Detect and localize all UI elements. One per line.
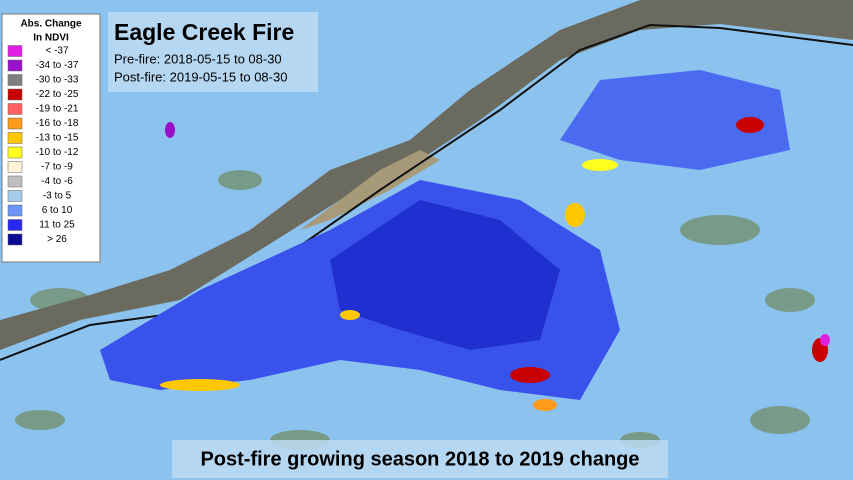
- map-title: Eagle Creek Fire: [114, 19, 294, 45]
- legend-label: -34 to -37: [36, 60, 79, 71]
- caption: Post-fire growing season 2018 to 2019 ch…: [200, 448, 639, 470]
- legend-swatch: [7, 88, 23, 101]
- legend-label: -3 to 5: [43, 191, 72, 202]
- legend-label: -7 to -9: [41, 162, 73, 173]
- burn-area-core: [330, 200, 560, 350]
- legend-label: -16 to -18: [36, 118, 79, 129]
- legend-label: 11 to 25: [39, 220, 75, 231]
- post-fire-dates: Post-fire: 2019-05-15 to 08-30: [114, 69, 287, 84]
- legend-title: In NDVI: [33, 33, 69, 44]
- legend-label: -10 to -12: [36, 147, 79, 158]
- legend-swatch: [7, 219, 23, 231]
- legend-swatch: [7, 59, 23, 72]
- legend-label: < -37: [45, 46, 69, 57]
- river: [0, 0, 853, 350]
- legend-swatch: [7, 74, 23, 86]
- legend-swatch: [7, 132, 23, 144]
- burn-area-north: [560, 70, 790, 170]
- legend-swatch: [7, 103, 23, 115]
- legend-label: -19 to -21: [36, 104, 79, 115]
- legend-swatch: [7, 117, 23, 130]
- legend-label: -22 to -25: [36, 89, 79, 100]
- legend-label: -13 to -15: [36, 133, 79, 144]
- legend-swatch: [7, 146, 23, 159]
- legend-label: -4 to -6: [41, 176, 73, 187]
- legend-swatch: [7, 233, 23, 246]
- legend-swatch: [7, 45, 23, 57]
- legend-swatch: [7, 161, 23, 173]
- caption-box: [172, 440, 668, 478]
- legend-label: 6 to 10: [42, 205, 73, 216]
- legend-label: > 26: [47, 234, 67, 245]
- boundary-line: [0, 23, 853, 361]
- burn-severity-specks: [160, 117, 830, 411]
- legend-swatch: [7, 175, 23, 188]
- legend-title: Abs. Change: [20, 19, 82, 30]
- legend-label: -30 to -33: [36, 75, 79, 86]
- legend-swatch: [7, 204, 23, 217]
- legend-swatch: [7, 190, 23, 202]
- legend: Abs. Change In NDVI < -37 -34 to -37 -30 to …: [1, 13, 101, 263]
- header-box: [108, 12, 318, 92]
- sandbar: [300, 150, 440, 230]
- pre-fire-dates: Pre-fire: 2018-05-15 to 08-30: [114, 51, 282, 66]
